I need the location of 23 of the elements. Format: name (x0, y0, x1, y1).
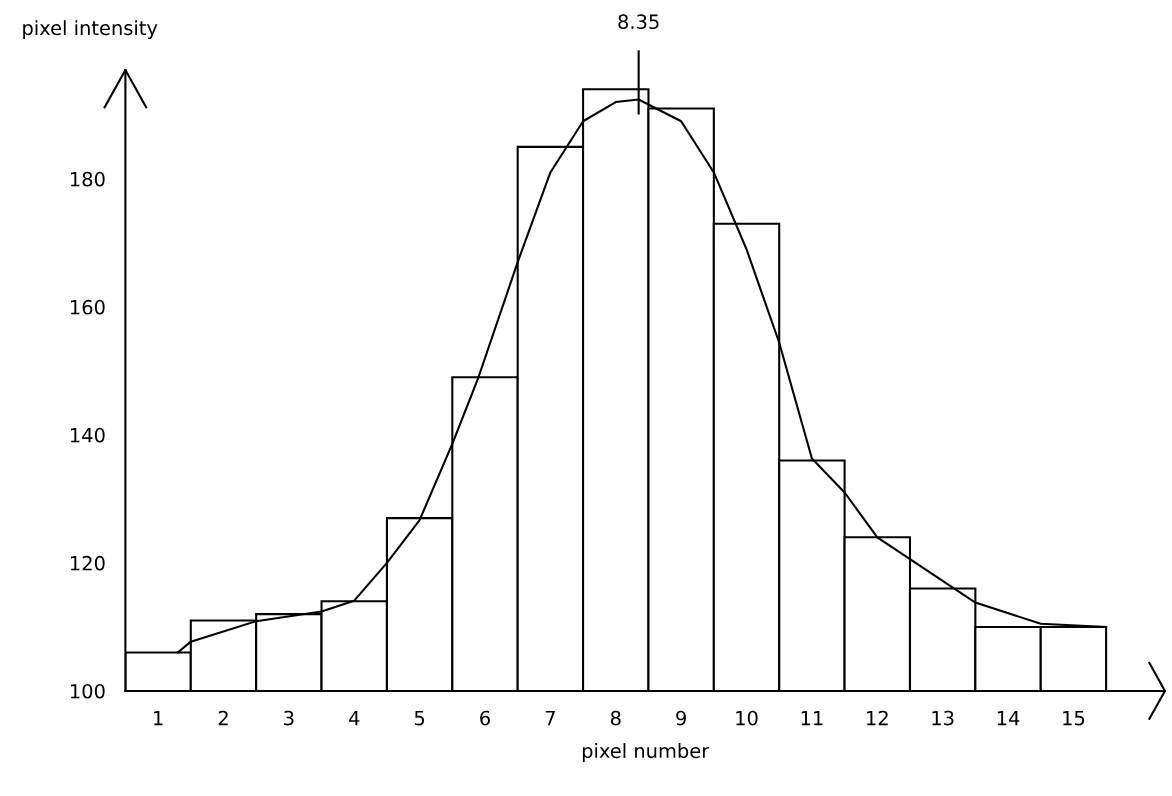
x-tick-label: 8 (610, 710, 621, 726)
y-tick-label: 180 (70, 171, 105, 187)
x-tick-label: 10 (736, 710, 758, 726)
x-tick-label: 2 (218, 710, 228, 726)
x-tick-label: 4 (349, 710, 360, 726)
y-tick-label: 140 (70, 427, 105, 443)
y-tick-label: 100 (70, 683, 105, 699)
x-tick-label: 15 (1063, 710, 1085, 726)
x-tick-label: 3 (284, 710, 294, 726)
x-tick-label: 6 (480, 710, 490, 726)
ref-line-label: 8.35 (618, 14, 659, 30)
x-tick-label: 13 (932, 710, 954, 726)
x-tick-label: 12 (867, 710, 888, 726)
x-tick-label: 1 (154, 710, 163, 726)
x-tick-label: 7 (545, 710, 555, 726)
x-tick-label: 11 (801, 710, 823, 726)
y-tick-label: 160 (70, 299, 105, 315)
x-tick-label: 14 (997, 710, 1020, 726)
y-axis-title: pixel intensity (23, 20, 158, 39)
x-tick-label: 5 (414, 710, 425, 726)
x-tick-label: 9 (676, 710, 686, 726)
y-tick-label: 120 (70, 555, 105, 571)
x-axis-title: pixel number (582, 743, 710, 762)
